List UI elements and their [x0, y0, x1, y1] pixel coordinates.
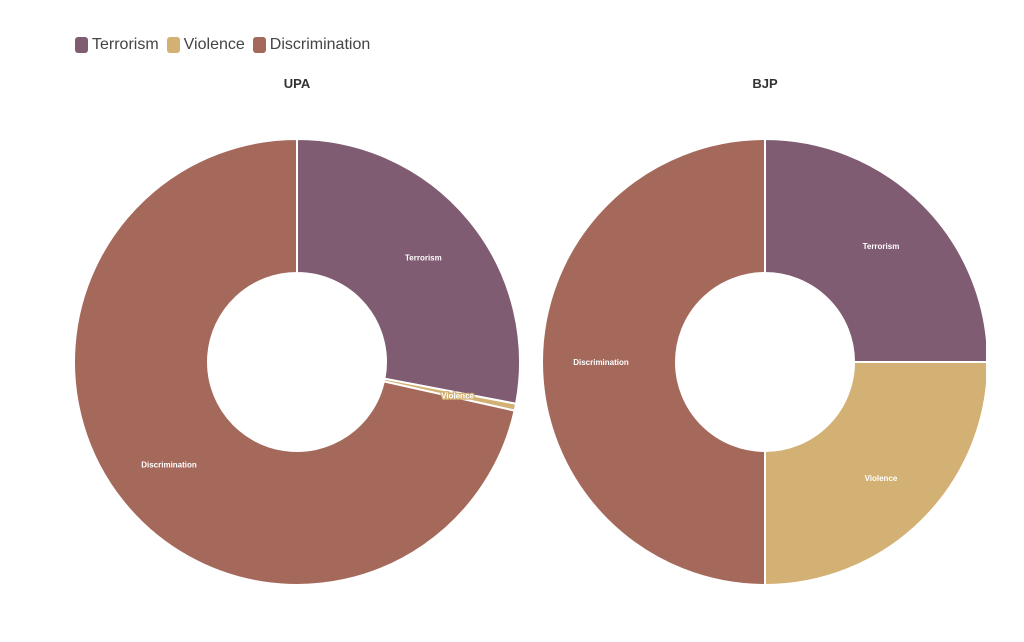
- chart-legend: Terrorism Violence Discrimination: [75, 36, 370, 54]
- legend-label-violence: Violence: [183, 36, 245, 53]
- legend-swatch-terrorism: [75, 37, 88, 53]
- legend-item-terrorism[interactable]: Terrorism: [75, 36, 159, 54]
- chart-title-upa: UPA: [284, 76, 311, 91]
- legend-swatch-violence: [166, 37, 180, 53]
- legend-item-discrimination[interactable]: Discrimination: [252, 36, 371, 54]
- slice-upa-terrorism[interactable]: [296, 137, 521, 405]
- legend-label-discrimination: Discrimination: [269, 36, 371, 53]
- slice-label-bjp-discrimination: Discrimination: [573, 358, 629, 367]
- slice-bjp-discrimination[interactable]: [541, 137, 766, 587]
- donut-bjp: [541, 137, 988, 587]
- slice-upa-discrimination[interactable]: [73, 137, 516, 586]
- slice-label-bjp-terrorism: Terrorism: [863, 242, 900, 251]
- legend-swatch-discrimination: [252, 37, 266, 53]
- legend-label-terrorism: Terrorism: [92, 36, 159, 53]
- slice-label-upa-discrimination: Discrimination: [141, 461, 197, 470]
- chart-title-bjp: BJP: [752, 76, 778, 91]
- legend-item-violence[interactable]: Violence: [166, 36, 245, 54]
- slice-label-upa-terrorism: Terrorism: [405, 253, 442, 262]
- slice-label-bjp-violence: Violence: [865, 474, 898, 483]
- slice-bjp-terrorism[interactable]: [764, 137, 988, 363]
- slice-bjp-violence[interactable]: [764, 361, 988, 587]
- slice-label-upa-violence: Violence: [441, 391, 474, 400]
- donut-upa: [73, 137, 521, 586]
